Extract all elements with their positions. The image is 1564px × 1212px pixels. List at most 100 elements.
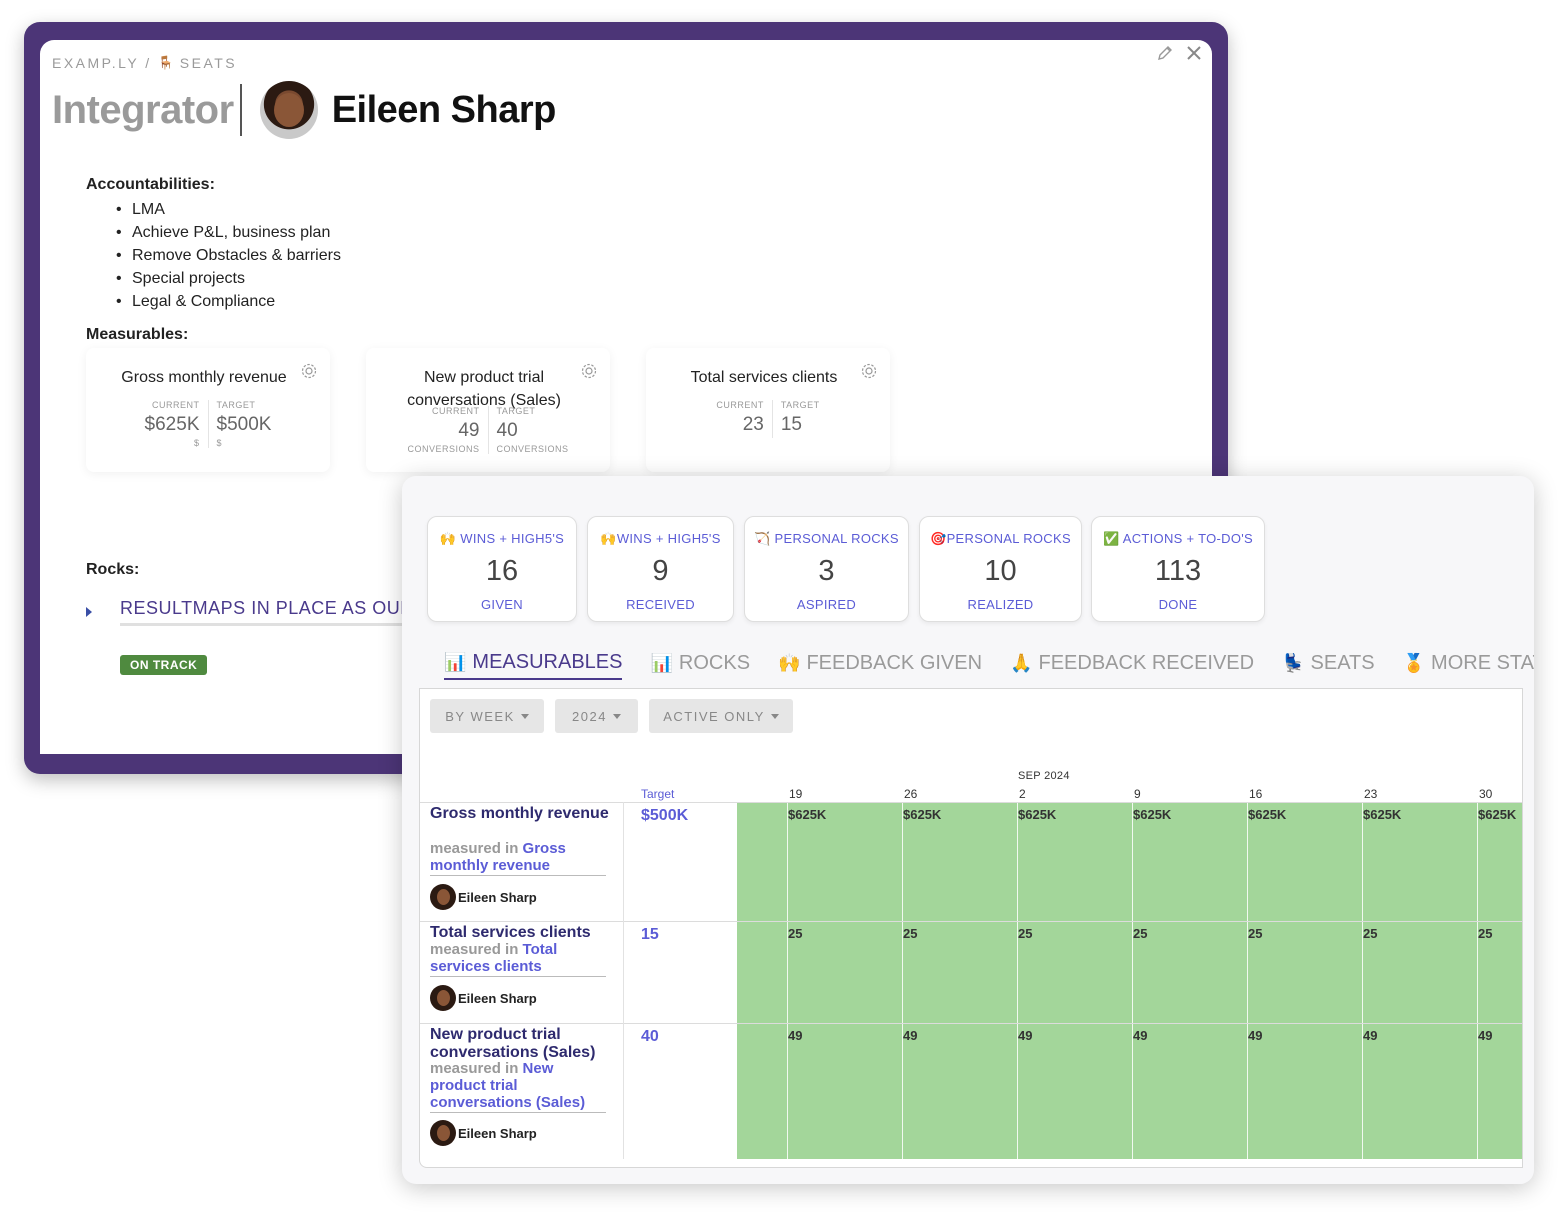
row-divider: [420, 921, 1522, 922]
week-value-cell[interactable]: 25: [1248, 926, 1263, 941]
week-value-cell[interactable]: 49: [1018, 1028, 1033, 1043]
current-unit: CONVERSIONS: [407, 444, 480, 454]
expand-caret-icon[interactable]: [86, 607, 92, 617]
breadcrumb-org[interactable]: EXAMP.LY: [52, 55, 140, 71]
breadcrumb-separator: /: [145, 55, 152, 71]
measurable-link[interactable]: Total services clients: [430, 941, 558, 975]
week-value-cell[interactable]: 49: [1248, 1028, 1263, 1043]
owner[interactable]: Eileen Sharp: [430, 985, 537, 1011]
measurables-panel: BY WEEK 2024 ACTIVE ONLY SEP 2024 Target…: [419, 688, 1523, 1168]
rock-item[interactable]: RESULTMAPS IN PLACE AS OUR: [86, 598, 414, 626]
week-value-cell[interactable]: $625K: [1478, 807, 1517, 822]
week-value-cell[interactable]: 25: [1478, 926, 1493, 941]
stat-card[interactable]: 🙌 WINS + HIGH5'S 16 GIVEN: [427, 516, 577, 622]
row-divider: [420, 1023, 1522, 1024]
tab-seats[interactable]: 💺 SEATS: [1282, 646, 1375, 680]
stat-label: WINS + HIGH5'S: [460, 531, 565, 546]
tab-label: FEEDBACK GIVEN: [806, 651, 983, 674]
target-value: $500K: [216, 414, 272, 435]
current-value: 23: [742, 414, 764, 435]
window-actions: [1156, 44, 1202, 62]
stat-card[interactable]: ✅ ACTIONS + TO-DO'S 113 DONE: [1091, 516, 1265, 622]
week-value-cell[interactable]: 49: [903, 1028, 918, 1043]
stat-card[interactable]: 🏹 PERSONAL ROCKS 3 ASPIRED: [744, 516, 909, 622]
target-value: 40: [641, 1028, 659, 1045]
gear-icon[interactable]: [580, 362, 598, 385]
stat-value: 113: [1154, 555, 1202, 587]
owner-name: Eileen Sharp: [458, 1125, 537, 1141]
week-value-cell[interactable]: 49: [1478, 1028, 1493, 1043]
praying-hands-icon: 🙏: [1010, 652, 1033, 673]
grid-divider: [787, 802, 788, 1159]
week-value-cell[interactable]: 25: [1133, 926, 1148, 941]
rock-title[interactable]: RESULTMAPS IN PLACE AS OUR: [120, 598, 414, 626]
week-value-cell[interactable]: $625K: [1018, 807, 1057, 822]
status-dropdown-value: ACTIVE ONLY: [663, 708, 765, 724]
measured-prefix: measured in: [430, 941, 523, 958]
measurable-link[interactable]: Gross monthly revenue: [430, 840, 566, 874]
period-dropdown-value: BY WEEK: [445, 708, 515, 724]
owner[interactable]: Eileen Sharp: [430, 1120, 537, 1146]
owner[interactable]: Eileen Sharp: [430, 884, 537, 910]
tab-label: MEASURABLES: [472, 650, 623, 673]
tab-feedback-given[interactable]: 🙌 FEEDBACK GIVEN: [778, 646, 982, 680]
tab-label: SEATS: [1310, 651, 1375, 674]
week-value-cell[interactable]: $625K: [788, 807, 827, 822]
grid-divider: [1132, 802, 1133, 1159]
week-value-cell[interactable]: 49: [1133, 1028, 1148, 1043]
stat-sublabel: REALIZED: [967, 597, 1034, 612]
measurable-source: measured in Total services clients: [430, 941, 606, 977]
measurable-name[interactable]: Gross monthly revenue: [430, 805, 609, 822]
current-value: $625K: [144, 414, 200, 435]
tab-measurables[interactable]: 📊 MEASURABLES: [444, 646, 623, 680]
measurable-card-title: Total services clients: [690, 369, 838, 386]
current-value: 49: [458, 420, 480, 441]
close-icon[interactable]: [1186, 45, 1202, 61]
stat-label: WINS + HIGH5'S: [616, 531, 721, 546]
column-divider: [623, 802, 624, 1159]
week-value-cell[interactable]: 49: [1363, 1028, 1378, 1043]
stat-sublabel: GIVEN: [481, 597, 523, 612]
bow-arrow-icon: 🏹: [754, 531, 771, 546]
measurable-card[interactable]: Total services clients CURRENT 23 TARGET 1…: [646, 348, 890, 472]
tab-feedback-received[interactable]: 🙏 FEEDBACK RECEIVED: [1010, 646, 1254, 680]
edit-pencil-icon[interactable]: [1156, 44, 1174, 62]
measurable-card[interactable]: New product trial conversations (Sales) …: [366, 348, 610, 472]
measurable-link[interactable]: New product trial conversations (Sales): [430, 1060, 586, 1111]
week-value-cell[interactable]: $625K: [1248, 807, 1287, 822]
gear-icon[interactable]: [860, 362, 878, 385]
week-value-cell[interactable]: 25: [903, 926, 918, 941]
target-icon: 🎯: [930, 531, 947, 546]
stat-card[interactable]: 🙌WINS + HIGH5'S 9 RECEIVED: [587, 516, 734, 622]
tab-bar: 📊 MEASURABLES 📊 ROCKS 🙌 FEEDBACK GIVEN 🙏 FEE…: [444, 646, 1534, 680]
week-value-cell[interactable]: $625K: [1363, 807, 1402, 822]
measurable-name[interactable]: New product trial conversations (Sales): [430, 1026, 596, 1061]
week-value-cell[interactable]: $625K: [1133, 807, 1172, 822]
target-value: 15: [780, 414, 802, 435]
week-value-cell[interactable]: 25: [1018, 926, 1033, 941]
tab-more-stats[interactable]: 🏅MORE STATS: [1403, 646, 1534, 680]
target-label: TARGET: [496, 406, 536, 416]
year-dropdown[interactable]: 2024: [555, 699, 638, 733]
chevron-down-icon: [520, 713, 529, 719]
measurable-card[interactable]: Gross monthly revenue CURRENT $625K $ TARG…: [86, 348, 330, 472]
week-value-cell[interactable]: 25: [788, 926, 803, 941]
measured-prefix: measured in: [430, 840, 523, 857]
week-value-cell[interactable]: 25: [1363, 926, 1378, 941]
measurable-name[interactable]: Total services clients: [430, 924, 591, 941]
rocks-heading: Rocks:: [86, 561, 140, 578]
stat-card[interactable]: 🎯PERSONAL ROCKS 10 REALIZED: [919, 516, 1082, 622]
tab-rocks[interactable]: 📊 ROCKS: [650, 646, 750, 680]
week-value-cell[interactable]: $625K: [903, 807, 942, 822]
gear-icon[interactable]: [300, 362, 318, 385]
breadcrumb: EXAMP.LY / 🪑 SEATS: [52, 55, 237, 71]
avatar: [430, 884, 456, 910]
grid-divider: [1477, 802, 1478, 1159]
breadcrumb-seats[interactable]: SEATS: [179, 55, 238, 71]
week-value-cell[interactable]: 49: [788, 1028, 803, 1043]
stat-label: PERSONAL ROCKS: [946, 531, 1071, 546]
owner-name: Eileen Sharp: [458, 990, 537, 1006]
period-dropdown[interactable]: BY WEEK: [430, 699, 544, 733]
tab-label: MORE STATS: [1431, 651, 1534, 674]
status-dropdown[interactable]: ACTIVE ONLY: [649, 699, 793, 733]
